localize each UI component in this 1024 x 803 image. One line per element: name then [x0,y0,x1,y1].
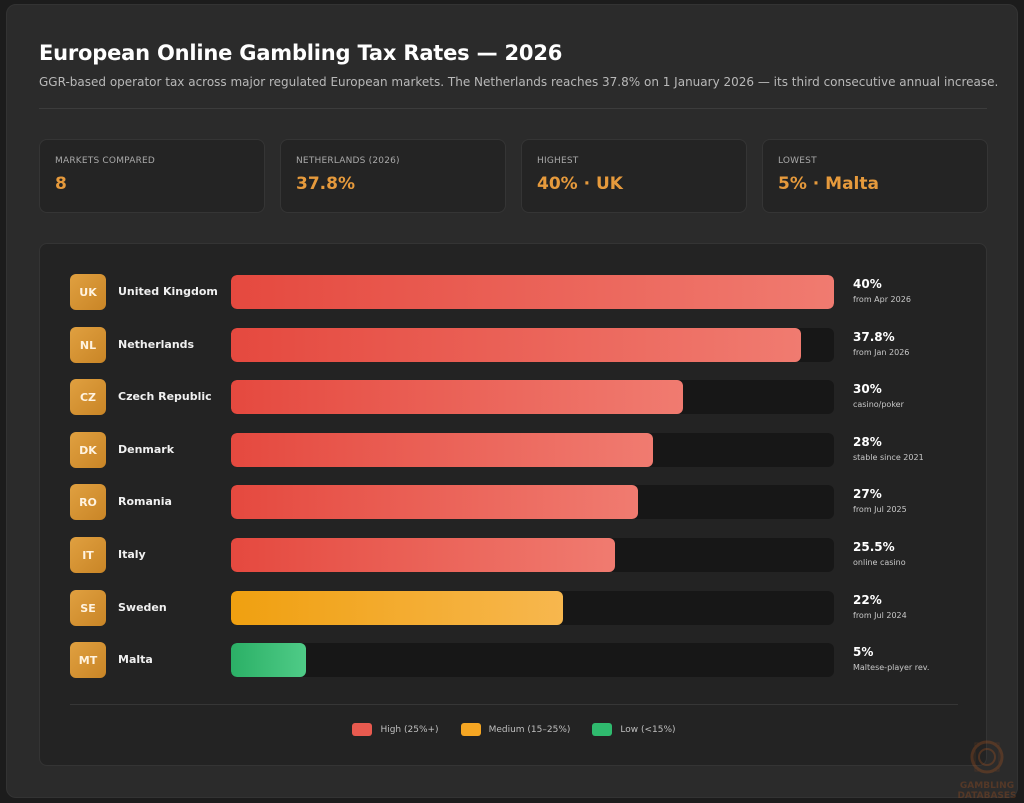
watermark-logo: GAMBLING DATABASES [957,739,1017,803]
legend-swatch [460,723,481,736]
bar-dk [231,433,653,467]
bar-track [231,380,834,414]
bar-nl [231,328,801,362]
value-label: 40% [853,277,882,291]
page-subtitle: GGR-based operator tax across major regu… [39,75,999,89]
value-note: casino/poker [853,400,904,409]
bar-row-dk: DK Denmark 28% stable since 2021 [70,432,950,470]
value-note: from Apr 2026 [853,295,911,304]
watermark-line1: GAMBLING [959,781,1015,791]
bar-chart: UK United Kingdom 40% from Apr 2026 NL Nether… [39,243,987,766]
country-code-badge: UK [70,274,106,310]
bar-row-ro: RO Romania 27% from Jul 2025 [70,484,950,522]
country-code-badge: DK [70,432,106,468]
bar-track [231,643,834,677]
legend-label: Medium (15–25%) [488,724,571,735]
stat-value: 8 [55,174,67,194]
country-label: Netherlands [118,338,195,351]
value-label: 27% [853,487,882,501]
stat-label: NETHERLANDS (2026) [296,156,400,166]
country-code-badge: CZ [70,379,106,415]
stat-value: 5% · Malta [778,174,879,194]
stat-value: 37.8% [296,174,355,194]
legend-divider [70,704,958,705]
stat-card-lowest: LOWEST 5% · Malta [762,139,988,213]
bar-uk [231,275,834,309]
bar-track [231,485,834,519]
bar-se [231,591,563,625]
value-label: 30% [853,382,882,396]
country-code-badge: IT [70,537,106,573]
value-label: 37.8% [853,330,895,344]
country-label: Sweden [118,601,167,614]
bar-mt [231,643,306,677]
country-code-badge: NL [70,327,106,363]
legend-item-medium: Medium (15–25%) [460,723,571,736]
country-label: Czech Republic [118,390,212,403]
main-panel: European Online Gambling Tax Rates — 202… [6,4,1018,801]
bar-track [231,328,834,362]
bar-row-nl: NL Netherlands 37.8% from Jan 2026 [70,327,950,365]
bar-it [231,538,615,572]
country-label: Romania [118,495,172,508]
value-note: from Jan 2026 [853,348,910,357]
value-label: 25.5% [853,540,895,554]
bar-row-mt: MT Malta 5% Maltese-player rev. [70,642,950,680]
bar-cz [231,380,683,414]
value-label: 28% [853,435,882,449]
bar-row-cz: CZ Czech Republic 30% casino/poker [70,379,950,417]
stat-card-netherlands: NETHERLANDS (2026) 37.8% [280,139,506,213]
value-note: online casino [853,558,906,567]
stat-card-highest: HIGHEST 40% · UK [521,139,747,213]
country-label: Malta [118,653,153,666]
country-label: United Kingdom [118,285,218,298]
bar-track [231,591,834,625]
stat-card-markets: MARKETS COMPARED 8 [39,139,265,213]
legend-swatch [352,723,373,736]
bar-row-it: IT Italy 25.5% online casino [70,537,950,575]
chart-legend: High (25%+) Medium (15–25%) Low (<15%) [40,723,988,736]
bar-row-se: SE Sweden 22% from Jul 2024 [70,590,950,628]
header-divider [39,108,987,109]
country-label: Italy [118,548,146,561]
legend-item-low: Low (<15%) [592,723,676,736]
value-note: stable since 2021 [853,453,924,462]
watermark-text: GAMBLING DATABASES [957,781,1017,801]
bar-track [231,433,834,467]
stat-label: MARKETS COMPARED [55,156,156,166]
bar-row-uk: UK United Kingdom 40% from Apr 2026 [70,274,950,312]
bar-track [231,275,834,309]
watermark-line2: DATABASES [957,791,1017,801]
country-code-badge: MT [70,642,106,678]
stat-label: HIGHEST [537,156,579,166]
page-title: European Online Gambling Tax Rates — 202… [39,41,563,65]
value-note: from Jul 2025 [853,505,907,514]
bar-ro [231,485,638,519]
stat-label: LOWEST [778,156,817,166]
country-code-badge: SE [70,590,106,626]
legend-label: Low (<15%) [620,724,676,735]
chip-icon [970,740,1004,774]
country-code-badge: RO [70,484,106,520]
legend-item-high: High (25%+) [352,723,439,736]
stat-value: 40% · UK [537,174,623,194]
country-label: Denmark [118,443,175,456]
value-label: 5% [853,645,874,659]
value-note: Maltese-player rev. [853,663,930,672]
legend-label: High (25%+) [380,724,439,735]
bar-track [231,538,834,572]
value-note: from Jul 2024 [853,611,907,620]
legend-swatch [592,723,613,736]
value-label: 22% [853,593,882,607]
